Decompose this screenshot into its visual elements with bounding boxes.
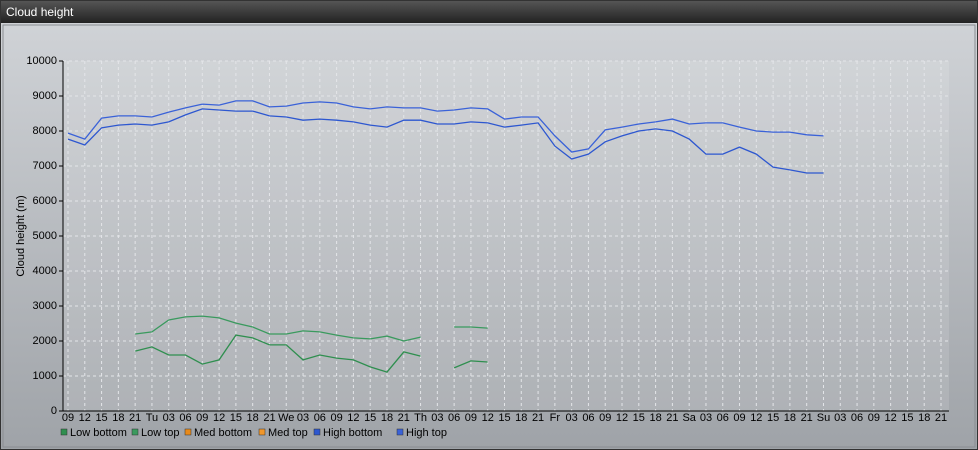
legend-swatch — [396, 428, 404, 436]
x-tick-label: 09 — [196, 412, 208, 424]
x-tick-label: 09 — [330, 412, 342, 424]
x-tick-label: 12 — [347, 412, 359, 424]
x-tick-label: 21 — [666, 412, 678, 424]
x-tick-label: 12 — [750, 412, 762, 424]
x-tick-label: 15 — [230, 412, 242, 424]
x-tick-label: 18 — [784, 412, 796, 424]
y-tick-label: 0 — [51, 405, 57, 417]
y-axis-label: Cloud height (m) — [15, 195, 27, 276]
y-tick-label: 6000 — [33, 195, 57, 207]
y-tick-label: 1000 — [33, 370, 57, 382]
y-tick-label: 8000 — [33, 125, 57, 137]
x-tick-label: 06 — [179, 412, 191, 424]
x-tick-label: Fr — [550, 412, 561, 424]
x-tick-label: 09 — [599, 412, 611, 424]
legend-label: Low top — [141, 427, 180, 439]
x-tick-label: 15 — [633, 412, 645, 424]
x-tick-label: 09 — [465, 412, 477, 424]
x-tick-label: 03 — [834, 412, 846, 424]
x-tick-label: 18 — [381, 412, 393, 424]
series-line — [135, 334, 488, 373]
x-tick-label: 06 — [717, 412, 729, 424]
x-tick-label: Th — [414, 412, 427, 424]
x-tick-label: 18 — [247, 412, 259, 424]
x-tick-label: 15 — [95, 412, 107, 424]
x-tick-label: 15 — [498, 412, 510, 424]
window-title: Cloud height — [1, 1, 977, 23]
x-tick-label: 21 — [935, 412, 947, 424]
x-tick-label: 06 — [582, 412, 594, 424]
x-tick-label: 21 — [263, 412, 275, 424]
x-tick-label: 21 — [129, 412, 141, 424]
y-tick-label: 9000 — [33, 90, 57, 102]
x-tick-label: 03 — [297, 412, 309, 424]
series-line — [67, 100, 824, 153]
x-tick-label: 12 — [213, 412, 225, 424]
y-tick-label: 4000 — [33, 265, 57, 277]
legend-swatch — [60, 428, 68, 436]
series-line — [135, 315, 488, 342]
x-tick-label: 18 — [918, 412, 930, 424]
x-tick-label: Sa — [682, 412, 696, 424]
x-tick-label: 12 — [885, 412, 897, 424]
legend-label: Med top — [268, 427, 308, 439]
chart-frame — [2, 24, 976, 448]
legend-label: High top — [406, 427, 447, 439]
x-tick-label: 09 — [733, 412, 745, 424]
x-tick-label: 06 — [851, 412, 863, 424]
y-tick-label: 5000 — [33, 230, 57, 242]
x-tick-label: 06 — [314, 412, 326, 424]
legend-swatch — [131, 428, 139, 436]
x-tick-label: 09 — [62, 412, 74, 424]
x-tick-label: 21 — [398, 412, 410, 424]
y-tick-label: 7000 — [33, 160, 57, 172]
x-tick-label: 15 — [901, 412, 913, 424]
chart: Cloud height (m) 0 1000 2000 3000 4000 5000 60… — [2, 24, 976, 448]
x-tick-label: 12 — [482, 412, 494, 424]
x-tick-label: 18 — [515, 412, 527, 424]
x-tick-label: 12 — [79, 412, 91, 424]
x-tick-label: 06 — [448, 412, 460, 424]
x-tick-label: We — [278, 412, 294, 424]
series-line — [67, 108, 824, 174]
legend-label: High bottom — [323, 427, 382, 439]
x-tick-label: 03 — [700, 412, 712, 424]
legend-label: Low bottom — [70, 427, 127, 439]
x-tick-label: 03 — [163, 412, 175, 424]
x-tick-label: 15 — [767, 412, 779, 424]
x-tick-label: 03 — [566, 412, 578, 424]
x-tick-label: 09 — [868, 412, 880, 424]
x-tick-label: 15 — [364, 412, 376, 424]
y-tick-label: 10000 — [26, 55, 57, 67]
x-tick-label: 03 — [431, 412, 443, 424]
x-tick-label: 21 — [801, 412, 813, 424]
legend-swatch — [313, 428, 321, 436]
x-tick-label: 21 — [532, 412, 544, 424]
y-tick-label: 2000 — [33, 335, 57, 347]
x-tick-label: 18 — [649, 412, 661, 424]
legend-swatch — [184, 428, 192, 436]
legend-label: Med bottom — [194, 427, 252, 439]
x-tick-label: 18 — [112, 412, 124, 424]
x-tick-label: Su — [817, 412, 830, 424]
legend-swatch — [258, 428, 266, 436]
x-tick-label: Tu — [146, 412, 158, 424]
y-tick-label: 3000 — [33, 300, 57, 312]
x-tick-label: 12 — [616, 412, 628, 424]
